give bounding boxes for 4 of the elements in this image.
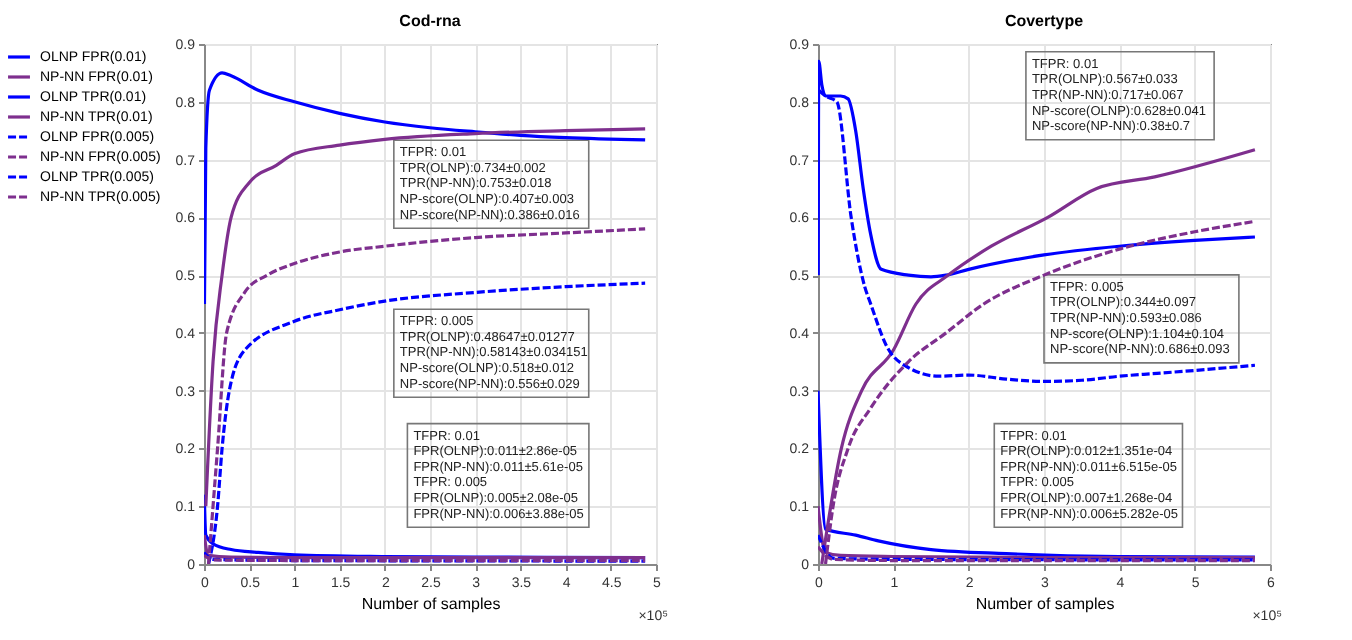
- x-axis-title: Number of samples: [361, 595, 501, 613]
- x-axis-title: Number of samples: [975, 595, 1115, 613]
- chart-title: Covertype: [1004, 12, 1085, 30]
- chart-title: Cod-rna: [399, 12, 462, 30]
